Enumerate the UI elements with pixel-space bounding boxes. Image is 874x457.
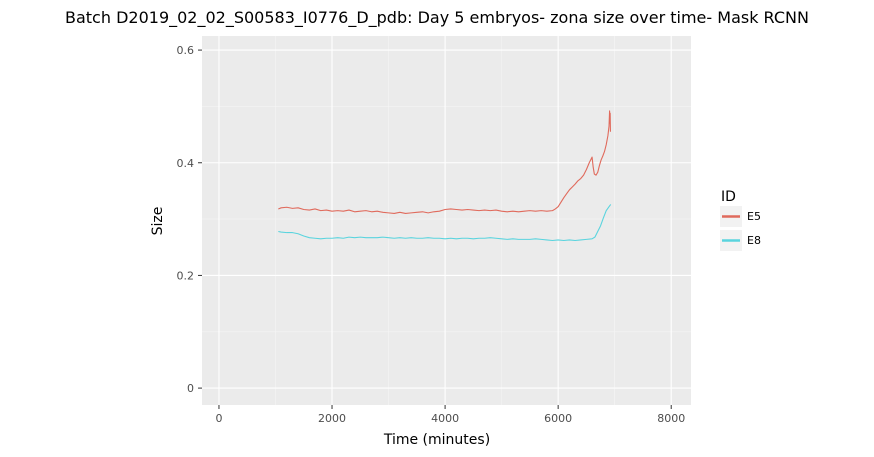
x-tick-label: 8000 — [657, 412, 685, 425]
series-line-e5 — [278, 110, 611, 215]
y-tick-label: 0.2 — [177, 269, 195, 282]
x-tick-label: 6000 — [544, 412, 572, 425]
y-tick-label: 0.6 — [177, 44, 195, 57]
legend-label-e8: E8 — [747, 234, 761, 247]
x-tick-label: 4000 — [431, 412, 459, 425]
y-axis-title: Size — [150, 207, 166, 236]
major-gridlines — [202, 36, 691, 405]
chart-title: Batch D2019_02_02_S00583_I0776_D_pdb: Da… — [65, 8, 809, 28]
y-tick-label: 0 — [187, 382, 194, 395]
y-tick-label: 0.4 — [177, 157, 195, 170]
x-axis-ticks: 0 2000 4000 6000 8000 — [215, 405, 685, 425]
legend-title: ID — [721, 189, 736, 205]
x-tick-label: 0 — [215, 412, 222, 425]
legend-label-e5: E5 — [747, 210, 761, 223]
x-axis-title: Time (minutes) — [383, 432, 490, 448]
legend: ID E5 E8 — [720, 189, 761, 251]
series-line-e8 — [278, 204, 612, 242]
series-lines — [278, 110, 612, 242]
y-axis-ticks: 0 0.2 0.4 0.6 — [177, 44, 202, 395]
minor-gridlines — [202, 36, 691, 405]
plot-panel — [202, 36, 691, 405]
x-tick-label: 2000 — [318, 412, 346, 425]
